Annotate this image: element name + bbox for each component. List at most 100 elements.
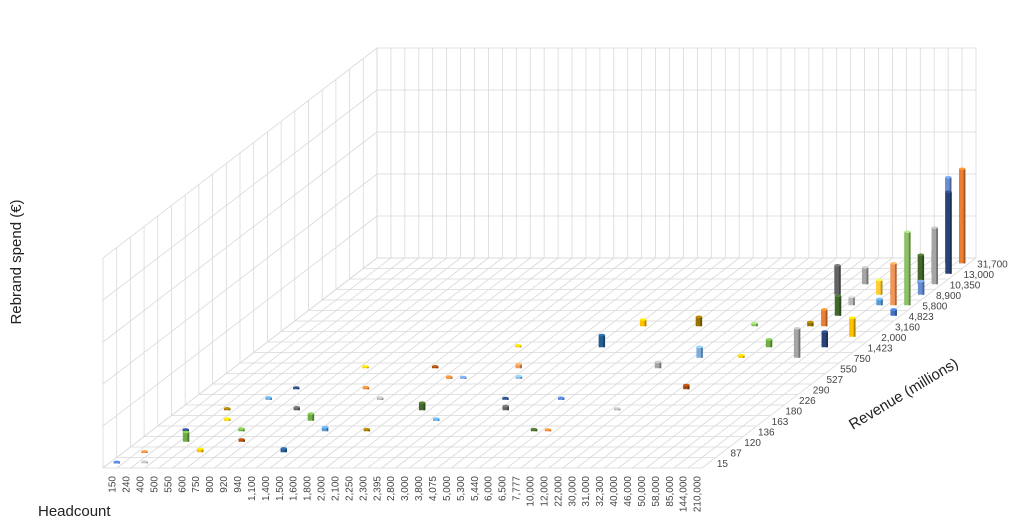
bar [807,320,814,327]
bar-side [423,402,426,411]
bar-face [307,413,315,421]
bar [639,318,647,327]
bar-side [659,361,662,369]
y-tick-label: 550 [840,364,857,375]
bar-top [793,327,801,330]
x-tick-label: 5,440 [470,476,481,501]
bar-side [243,439,245,442]
x-axis-ticks: 150 240 400 500 550 600 750 800 920 940 1,100 1,400… [108,476,704,513]
bar-side [507,406,509,411]
x-tick-label: 12,000 [539,476,550,507]
bar-side [770,339,773,348]
bar-side [562,397,565,400]
bar-face [848,296,855,306]
x-tick-label: 2,800 [386,476,397,501]
bar-side [520,364,522,369]
bar-top [515,362,522,366]
bar-top [376,396,384,399]
bar-face [917,281,925,295]
bar [363,427,371,432]
y-tick-label: 750 [854,354,871,365]
bar-face [834,265,841,295]
x-tick-label: 30,000 [567,476,578,507]
bar-side [838,265,841,295]
y-tick-label: 2,000 [881,333,906,344]
bar-top [182,428,189,431]
bar-top [224,417,231,420]
bar-face [876,280,883,295]
bar-side [811,322,814,327]
bar-top [917,253,925,257]
bar [765,337,773,348]
bar-face [821,309,828,327]
bar-face [321,427,329,432]
bar [751,321,758,327]
bar-side [437,418,440,421]
x-tick-label: 240 [122,476,133,493]
bar-top [945,190,952,194]
bar-top [141,450,148,453]
y-axis-title: Revenue (millions) [846,355,961,434]
y-tick-label: 4,823 [909,312,934,323]
bar [113,460,121,464]
y-axis-ticks: 15871201361631802262905275507501,4232,00… [717,259,1008,470]
bar-side [450,376,453,379]
bar [515,344,522,348]
bar-side [381,397,384,400]
bar-top [363,427,371,431]
x-tick-label: 6,000 [484,476,495,501]
y-tick-label: 180 [785,406,802,417]
bar-side [366,366,369,369]
bar [280,447,287,453]
x-tick-label: 5,000 [442,476,453,501]
x-tick-label: 1,800 [303,476,314,501]
bar-face [834,295,842,316]
bar-side [535,429,538,432]
bar-top [141,460,148,464]
bar [321,425,329,432]
bar-side [894,263,897,306]
bar [376,396,384,400]
bar [141,450,148,453]
bar-top [238,427,245,431]
y-tick-label: 13,000 [963,270,994,281]
bar-side [201,448,204,453]
bar-top [751,321,758,325]
bar-side [756,323,758,327]
z-axis-title: Rebrand spend (€) [8,199,25,324]
bar-face [196,448,204,453]
bar-top [293,386,300,389]
bar-side [367,387,370,390]
bar [834,264,841,295]
bar [515,362,522,369]
bar-face [793,328,801,358]
bar [821,330,828,348]
bar [613,407,621,411]
bar-top [654,360,662,364]
bar-face [765,339,773,348]
bar [446,375,453,379]
y-tick-label: 8,900 [936,291,961,302]
bar [821,308,828,327]
bar [460,375,467,379]
bar-face [821,331,828,348]
bar-face [182,432,190,442]
x-tick-label: 400 [135,476,146,493]
bar [958,167,966,264]
x-tick-label: 10,000 [526,476,537,507]
x-tick-label: 22,000 [553,476,564,507]
bar-side [228,408,231,411]
bar-top [502,396,509,400]
bar [890,261,897,306]
bar-top [890,261,897,265]
bar-top [876,278,883,282]
bar-side [700,316,703,327]
x-tick-label: 46,000 [623,476,634,507]
x-tick-label: 7,777 [512,476,523,501]
bar-top [738,353,745,357]
bar [917,279,925,295]
side-wall-gridline [102,173,378,385]
bar [931,226,938,285]
bar-top [890,308,897,311]
